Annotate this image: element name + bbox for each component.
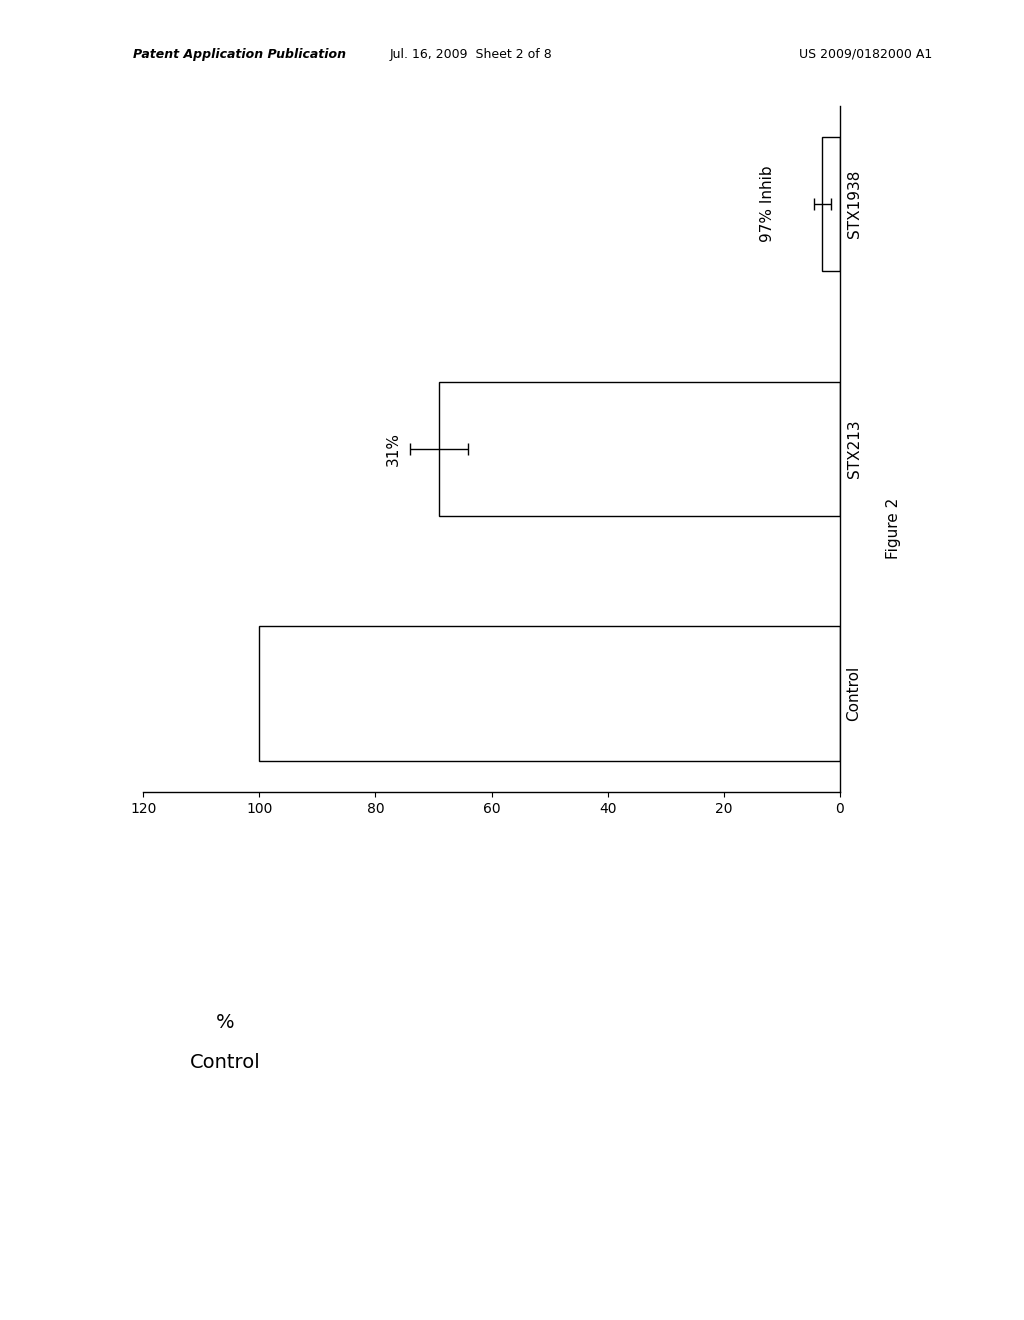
Text: Jul. 16, 2009  Sheet 2 of 8: Jul. 16, 2009 Sheet 2 of 8: [390, 48, 552, 61]
Text: 97% Inhib: 97% Inhib: [760, 166, 774, 243]
Bar: [259, 626, 840, 760]
Text: Control: Control: [189, 1053, 261, 1072]
Text: %: %: [216, 1014, 234, 1032]
Text: 31%: 31%: [385, 432, 400, 466]
Bar: [439, 381, 840, 516]
Text: Figure 2: Figure 2: [886, 498, 901, 558]
Text: Patent Application Publication: Patent Application Publication: [133, 48, 346, 61]
Bar: [822, 137, 840, 272]
Text: US 2009/0182000 A1: US 2009/0182000 A1: [799, 48, 932, 61]
